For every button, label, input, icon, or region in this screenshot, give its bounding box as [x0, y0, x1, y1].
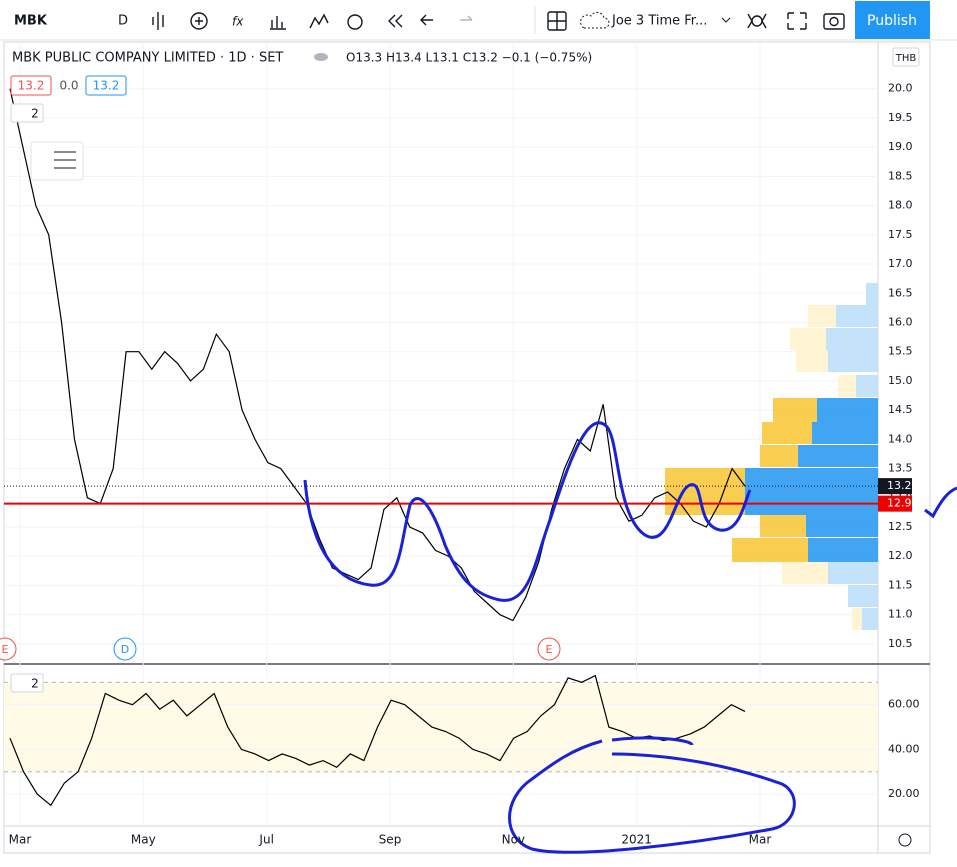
- y-tick-label: 14.0: [888, 432, 913, 445]
- chart-frame: [3, 41, 931, 854]
- y-tick-label: 18.0: [888, 199, 913, 212]
- drawing-toolbar[interactable]: [30, 141, 84, 181]
- y-tick-label: 20.00: [888, 787, 920, 800]
- symbol[interactable]: MBK: [14, 14, 48, 29]
- y-tick-label: 12.5: [888, 520, 913, 533]
- input-box: [10, 75, 52, 96]
- indicator-count[interactable]: 2: [31, 107, 39, 121]
- event-marker: [537, 637, 561, 661]
- y-tick-label: 10.5: [888, 637, 913, 650]
- event-label: D: [121, 643, 129, 656]
- event-label: E: [2, 643, 9, 656]
- layout-name[interactable]: Joe 3 Time Fr...: [611, 14, 707, 29]
- indicator-toggle[interactable]: [10, 103, 44, 123]
- toolbar-icons[interactable]: fx: [152, 11, 845, 31]
- x-tick-label: Mar: [749, 833, 772, 847]
- y-tick-label: 20.0: [888, 82, 913, 95]
- price-label: 12.9: [887, 497, 912, 510]
- series-line: [9, 674, 746, 807]
- y-tick-label: 16.5: [888, 286, 913, 299]
- price-label: 13.2: [887, 479, 912, 492]
- price-label-box: [878, 478, 912, 495]
- ohlc: O13.3 H13.4 L13.1 C13.2 −0.1 (−0.75%): [346, 51, 592, 65]
- y-tick-label: 16.0: [888, 315, 913, 328]
- y-tick-label: 11.0: [888, 608, 913, 621]
- y-tick-label: 11.5: [888, 578, 913, 591]
- input-value: 13.2: [18, 79, 45, 93]
- y-tick-label: 12.0: [888, 549, 913, 562]
- event-label: E: [546, 643, 553, 656]
- indicator-toggle[interactable]: [10, 673, 44, 693]
- x-tick-label: 2021: [621, 833, 652, 847]
- price-label-box: [878, 495, 912, 512]
- input-value: 13.2: [93, 79, 120, 93]
- axes: Mar May Jul Sep Nov 2021 Mar 10.5 11.0 11.5 12.0 12…: [0, 82, 920, 847]
- x-tick-label: Mar: [9, 833, 32, 847]
- chart-title: MBK PUBLIC COMPANY LIMITED · 1D · SET: [12, 51, 283, 66]
- event-marker: [113, 637, 137, 661]
- volume-profile: [665, 283, 878, 630]
- interval[interactable]: D: [118, 14, 128, 29]
- x-tick-label: Sep: [379, 833, 402, 847]
- input-value: 0.0: [59, 79, 78, 93]
- x-tick-label: May: [131, 833, 156, 847]
- svg-text:fx: fx: [232, 15, 244, 29]
- plot: [4, 88, 878, 807]
- rsi-band: [4, 682, 878, 772]
- annotation-drawing: [303, 421, 957, 854]
- indicator-count[interactable]: 2: [31, 677, 39, 691]
- publish-label[interactable]: Publish: [867, 13, 917, 29]
- x-tick-label: Nov: [502, 833, 525, 847]
- y-tick-label: 13.5: [888, 462, 913, 475]
- publish-button[interactable]: [855, 1, 930, 39]
- y-tick-label: 15.5: [888, 345, 913, 358]
- y-tick-label: 40.00: [888, 742, 920, 755]
- y-tick-label: 19.0: [888, 140, 913, 153]
- menu-icon[interactable]: [54, 151, 76, 169]
- x-tick-label: Jul: [258, 833, 273, 847]
- dropdown-arrow[interactable]: [721, 17, 731, 23]
- eye-toggle[interactable]: [314, 53, 328, 61]
- toolbar: [0, 0, 957, 40]
- input-box: [85, 75, 127, 96]
- event-marker: [0, 637, 17, 661]
- y-tick-label: 15.0: [888, 374, 913, 387]
- y-tick-label: 14.5: [888, 403, 913, 416]
- currency-box: [892, 47, 920, 67]
- y-tick-label: 19.5: [888, 111, 913, 124]
- series-line: [9, 88, 746, 622]
- y-tick-label: 18.5: [888, 169, 913, 182]
- settings-icon[interactable]: [898, 833, 912, 847]
- currency: THB: [895, 53, 917, 64]
- y-tick-label: 17.0: [888, 257, 913, 270]
- y-tick-label: 17.5: [888, 228, 913, 241]
- y-tick-label: 60.00: [888, 698, 920, 711]
